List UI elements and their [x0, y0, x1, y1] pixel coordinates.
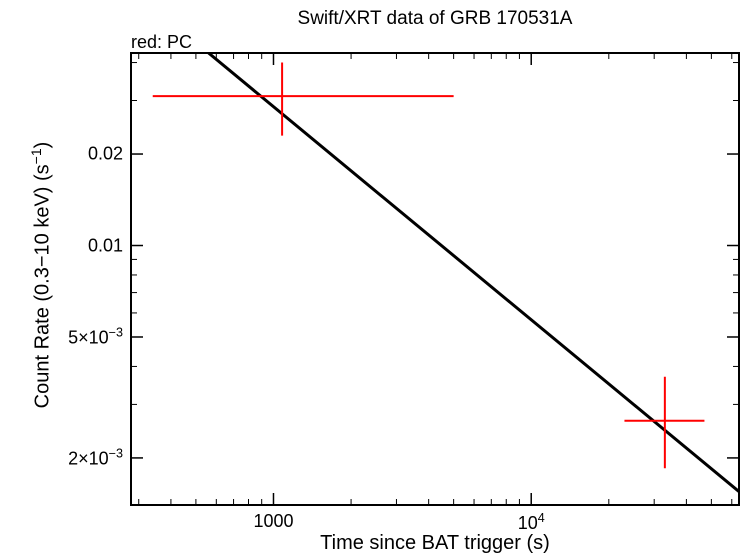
- x-tick-label: 104: [518, 511, 545, 534]
- y-tick-label: 5×10−3: [68, 325, 123, 348]
- y-tick-label: 0.01: [88, 235, 123, 256]
- x-tick-label: 1000: [253, 511, 293, 532]
- chart-plot-area: [0, 0, 746, 558]
- y-tick-label: 0.02: [88, 144, 123, 165]
- y-tick-label: 2×10−3: [68, 446, 123, 469]
